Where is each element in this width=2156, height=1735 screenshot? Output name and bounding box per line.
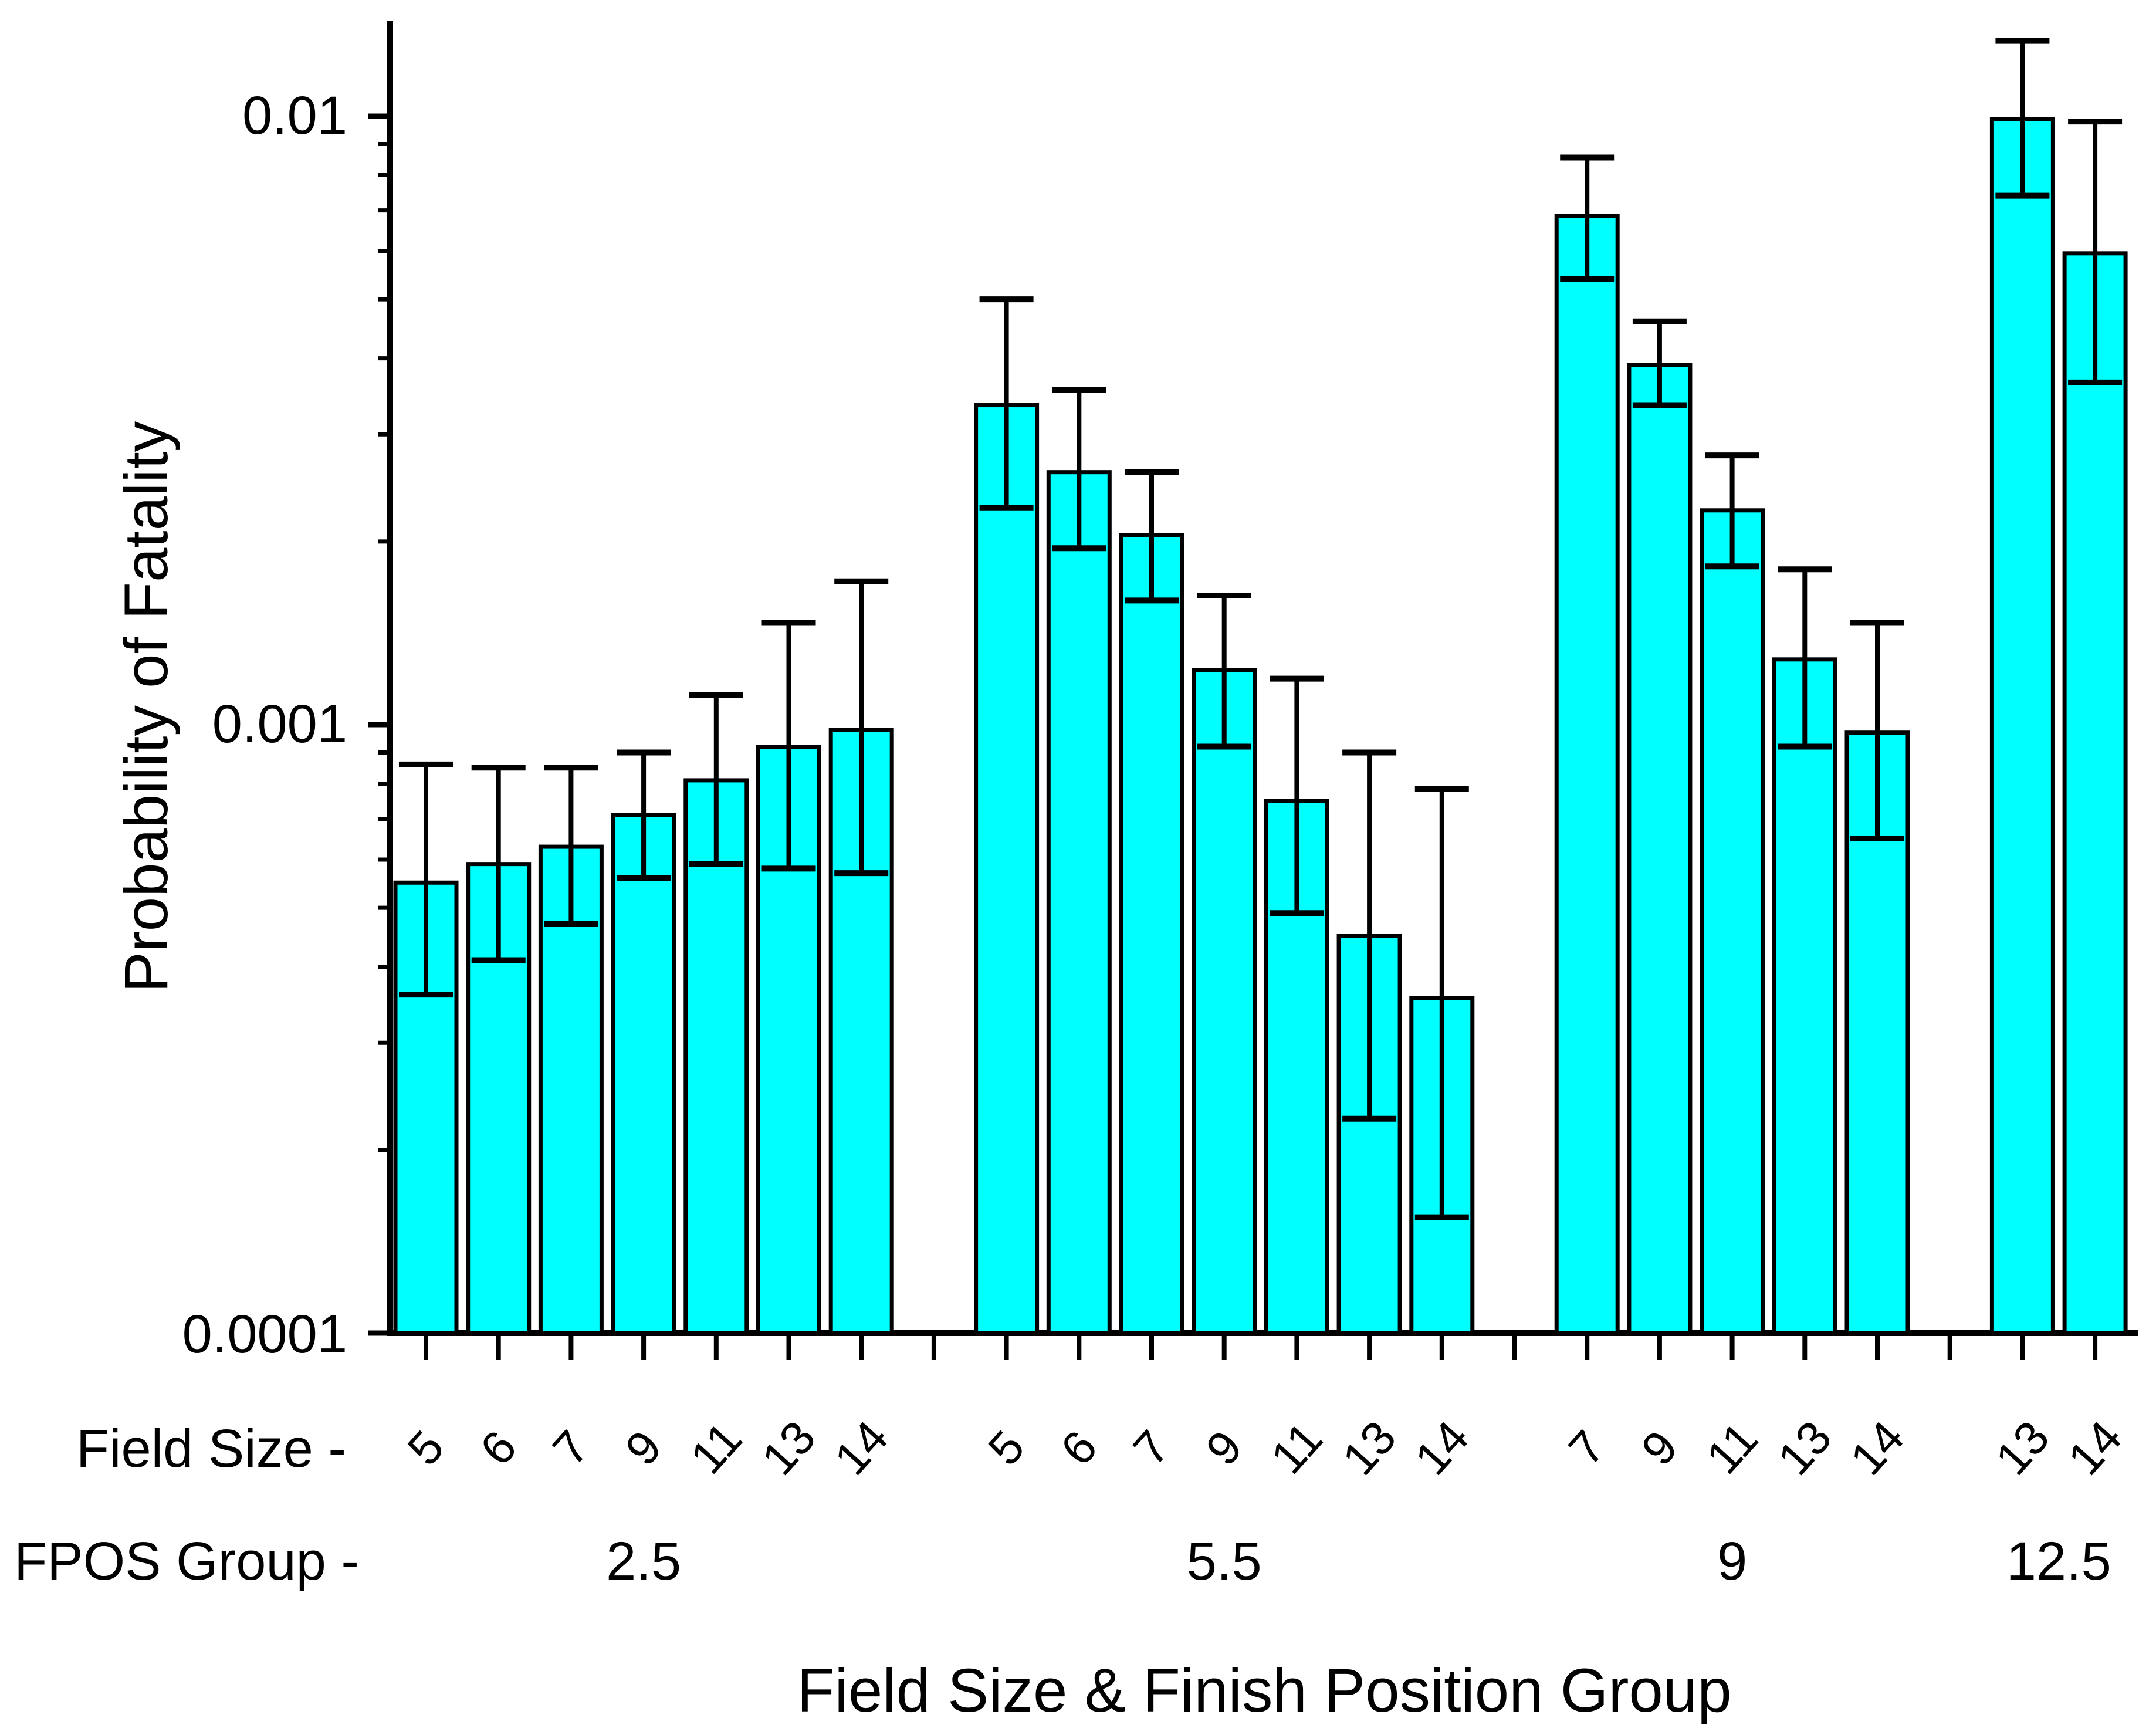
field-size-tick-label: 7 <box>1123 1421 1180 1475</box>
bar-fpos9-field13 <box>1772 657 1837 1335</box>
y-axis-ticks <box>368 113 390 1336</box>
field-size-tick-label: 11 <box>681 1412 752 1483</box>
field-size-row-label: Field Size - <box>76 1419 346 1479</box>
field-size-tick-label: 9 <box>1196 1421 1252 1475</box>
bar-fpos5.5-field7 <box>1119 533 1184 1335</box>
fpos-group-label: 9 <box>1717 1531 1747 1591</box>
field-size-tick-label: 11 <box>1696 1412 1768 1483</box>
bar-fpos12.5-field13 <box>1989 117 2055 1335</box>
field-size-tick-label: 5 <box>398 1421 454 1475</box>
bar-fpos9-field9 <box>1627 363 1693 1335</box>
fpos-row-label: FPOS Group - <box>14 1531 359 1591</box>
x-axis-ticks <box>424 1333 2098 1360</box>
field-size-tick-label: 13 <box>1768 1411 1842 1485</box>
bar-fpos2.5-field9 <box>611 813 676 1335</box>
field-size-tick-label: 14 <box>1840 1411 1914 1485</box>
bar-fpos5.5-field6 <box>1046 470 1112 1335</box>
field-size-tick-label: 7 <box>1559 1421 1615 1475</box>
field-size-tick-label: 6 <box>1051 1421 1107 1475</box>
y-tick-label-0.001: 0.001 <box>212 694 347 754</box>
field-size-tick-label: 14 <box>824 1411 898 1485</box>
bar-fpos12.5-field14 <box>2062 251 2128 1335</box>
fpos-group-label: 5.5 <box>1187 1531 1262 1591</box>
field-size-tick-label: 14 <box>2058 1411 2132 1485</box>
field-size-tick-label: 11 <box>1261 1412 1332 1483</box>
field-size-tick-label: 13 <box>1332 1411 1406 1485</box>
fpos-group-label: 2.5 <box>606 1531 681 1591</box>
field-size-tick-label: 5 <box>978 1421 1034 1475</box>
field-size-tick-label: 9 <box>615 1421 672 1475</box>
field-size-tick-label: 6 <box>470 1421 526 1475</box>
field-size-tick-label: 9 <box>1632 1421 1688 1475</box>
bar-fpos5.5-field9 <box>1192 668 1257 1335</box>
error-bars-layer <box>399 38 2123 1220</box>
bar-fpos5.5-field5 <box>974 403 1040 1335</box>
x-axis-title: Field Size & Finish Position Group <box>797 1656 1731 1725</box>
bars-layer <box>393 117 2128 1335</box>
field-size-tick-label: 7 <box>543 1421 599 1475</box>
y-axis-title: Probability of Fatality <box>112 421 181 993</box>
y-tick-label-0.0001: 0.0001 <box>182 1304 347 1364</box>
y-tick-label-0.01: 0.01 <box>242 86 347 146</box>
bar-fpos9-field11 <box>1700 508 1765 1335</box>
field-size-tick-label: 13 <box>752 1411 825 1485</box>
field-size-tick-label: 14 <box>1405 1411 1479 1485</box>
field-size-tick-label: 13 <box>1985 1411 2059 1485</box>
fpos-group-label: 12.5 <box>2006 1531 2111 1591</box>
bar-fpos9-field7 <box>1554 214 1620 1335</box>
